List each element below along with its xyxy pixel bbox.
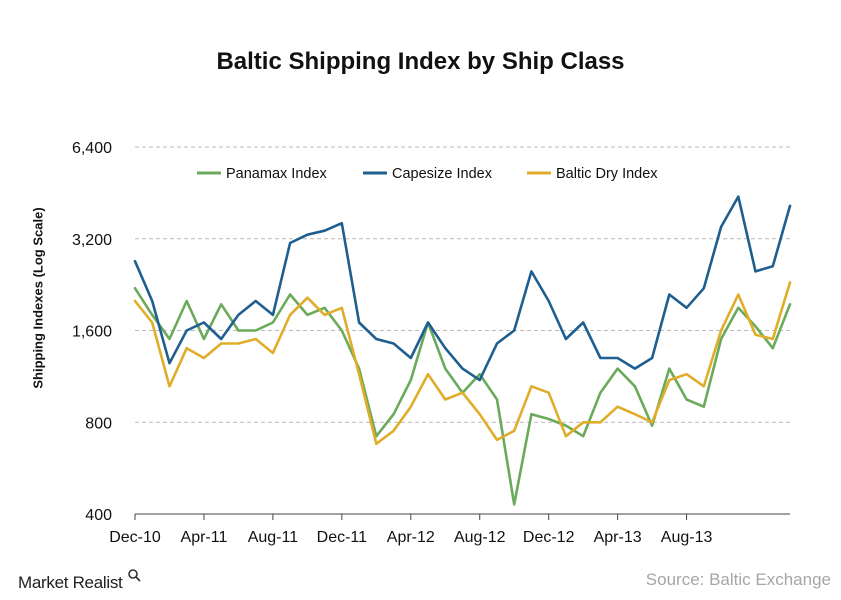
gridlines <box>135 146 790 515</box>
y-tick-label: 800 <box>85 415 112 432</box>
legend-label: Panamax Index <box>226 166 328 182</box>
x-tick-label: Dec-12 <box>523 529 575 546</box>
magnifier-icon <box>128 569 141 582</box>
chart-title: Baltic Shipping Index by Ship Class <box>216 48 625 75</box>
legend-label: Baltic Dry Index <box>556 166 658 182</box>
x-tick-label: Apr-12 <box>387 529 435 546</box>
x-tick-labels: Dec-10 Apr-11 Aug-11 Dec-11 Apr-12 Aug-12 Dec-… <box>109 514 712 546</box>
series-lines <box>133 195 792 506</box>
y-tick-labels: 400 800 1,600 3,200 6,400 <box>72 140 112 524</box>
x-tick-label: Aug-13 <box>661 529 713 546</box>
legend: Panamax Index Capesize Index Baltic Dry In… <box>197 166 658 182</box>
series-line-baltic-dry <box>133 281 792 446</box>
x-tick-label: Dec-10 <box>109 529 161 546</box>
brand-logo: Market Realist <box>18 568 141 593</box>
source-note: Source: Baltic Exchange <box>645 570 831 589</box>
x-tick-label: Dec-11 <box>317 529 367 546</box>
y-tick-label: 400 <box>85 507 112 524</box>
x-tick-label: Apr-11 <box>181 529 228 546</box>
series-line-capesize <box>133 195 792 382</box>
y-tick-label: 6,400 <box>72 140 112 157</box>
x-tick-label: Aug-12 <box>454 529 506 546</box>
x-tick-label: Aug-11 <box>248 529 299 546</box>
x-tick-label: Apr-13 <box>594 529 642 546</box>
brand-name: Market Realist <box>18 573 123 592</box>
y-tick-label: 1,600 <box>72 324 112 341</box>
legend-label: Capesize Index <box>392 166 493 182</box>
y-tick-label: 3,200 <box>72 232 112 249</box>
